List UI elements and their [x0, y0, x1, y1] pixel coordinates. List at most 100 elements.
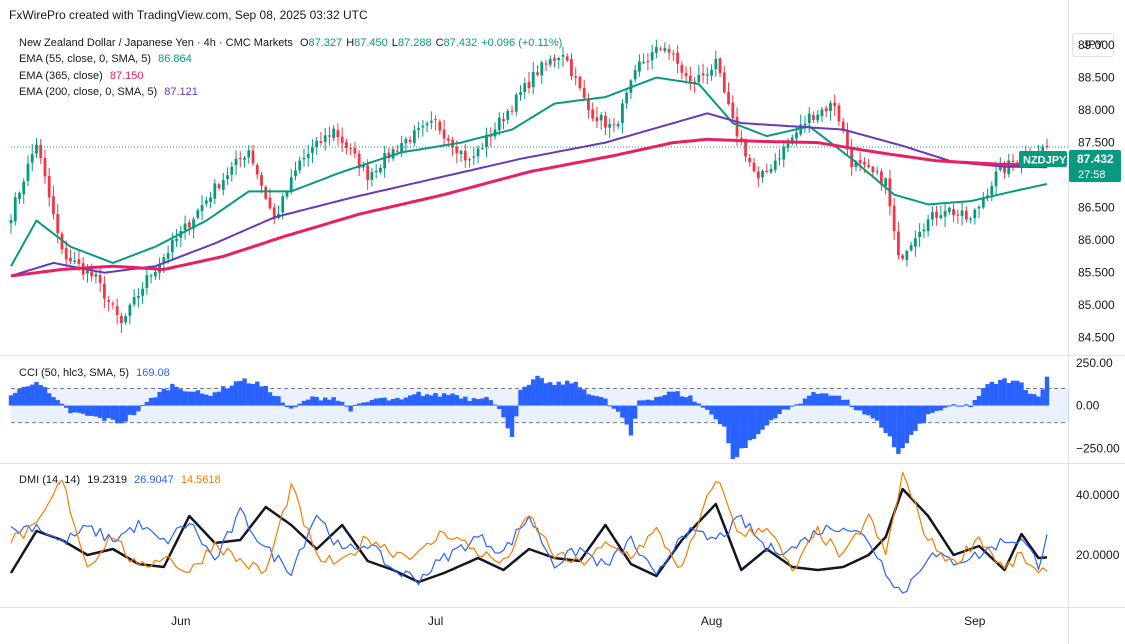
candle-body: [731, 102, 735, 119]
candle-body: [829, 103, 832, 111]
candle-body: [119, 315, 123, 324]
cci-bar: [17, 388, 22, 406]
cci-bar: [348, 405, 353, 412]
ema200-legend[interactable]: EMA (200, close, 0, SMA, 5) 87.121: [19, 86, 202, 98]
cci-bar: [148, 397, 154, 406]
cci-label: CCI (50, hlc3, SMA, 5): [19, 367, 130, 379]
candle-body: [35, 144, 38, 154]
candle-body: [565, 56, 569, 61]
candle-body: [722, 72, 726, 93]
symbol-legend[interactable]: New Zealand Dollar / Japanese Yen · 4h ·…: [19, 37, 570, 49]
dmi-adx-value: 19.2319: [87, 474, 127, 486]
cci-bar: [896, 405, 901, 454]
cci-bar: [407, 395, 413, 406]
candle-body: [880, 171, 883, 185]
candle-body: [209, 197, 212, 202]
cci-bar: [289, 405, 294, 409]
cci-bar: [938, 405, 944, 411]
candle-body: [319, 141, 323, 143]
credit-text: FxWirePro created with TradingView.com, …: [9, 8, 368, 22]
cci-tick-label: 250.00: [1076, 356, 1113, 370]
candle-body: [816, 114, 820, 121]
candle-body: [943, 211, 947, 217]
cci-bar: [654, 397, 659, 406]
low-value: 87.288: [397, 37, 432, 49]
candle-body: [39, 144, 43, 159]
currency-button[interactable]: JPY: [1072, 33, 1114, 57]
candle-body: [812, 115, 815, 120]
candle-body: [705, 74, 709, 76]
cci-bar: [790, 405, 795, 407]
candle-body: [234, 158, 238, 166]
candle-body: [69, 257, 72, 262]
cci-bar: [195, 390, 201, 406]
candle-body: [187, 222, 191, 228]
cci-bar: [688, 395, 693, 406]
ema365-legend[interactable]: EMA (365, close) 87.150: [19, 70, 147, 82]
cci-bar: [594, 396, 600, 406]
cci-bar: [798, 403, 803, 406]
cci-bar: [590, 395, 595, 406]
cci-bar: [1036, 396, 1041, 406]
candle-body: [710, 69, 713, 76]
ema55-legend[interactable]: EMA (55, close, 0, SMA, 5) 86.864: [19, 53, 196, 65]
dmi-legend[interactable]: DMI (14, 14) 19.2319 26.9047 14.5618: [19, 474, 225, 486]
candle-body: [947, 207, 951, 213]
close-value: 87.432: [443, 37, 478, 49]
cci-bar: [930, 405, 935, 413]
cci-bar: [1032, 394, 1037, 406]
cci-bar: [42, 387, 48, 406]
cci-bar: [526, 384, 532, 406]
cci-bar: [739, 405, 744, 449]
candle-body: [243, 157, 246, 160]
candle-body: [553, 58, 556, 61]
cci-bar: [441, 393, 447, 406]
cci-bar: [450, 393, 455, 406]
candle-body: [434, 119, 437, 121]
candle-body: [90, 271, 94, 277]
cci-bar: [144, 401, 150, 406]
cci-bar: [114, 405, 120, 424]
cci-bar: [284, 405, 290, 408]
cci-bar: [972, 400, 978, 406]
candle-body: [998, 166, 1002, 171]
candle-body: [697, 74, 701, 82]
last-price-label: 87.432: [1077, 152, 1114, 166]
cci-bar: [76, 405, 82, 413]
cci-bar: [225, 388, 230, 406]
cci-bar: [853, 405, 859, 411]
candle-body: [459, 150, 463, 154]
cci-bar: [89, 405, 94, 416]
candle-body: [748, 157, 752, 163]
cci-bar: [887, 405, 893, 437]
candle-body: [637, 61, 641, 72]
change-value: +0.096 (+0.11%): [481, 37, 563, 49]
candle-body: [378, 167, 382, 173]
candle-body: [863, 162, 866, 165]
candle-body: [357, 153, 361, 169]
cci-bar: [93, 405, 99, 417]
candle-body: [616, 124, 620, 127]
candle-body: [311, 147, 314, 153]
candle-body: [1041, 146, 1045, 155]
cci-bar: [276, 396, 281, 406]
cci-bar: [131, 405, 137, 416]
cci-bar: [25, 386, 31, 406]
cci-bar: [310, 396, 315, 406]
cci-bar: [297, 403, 302, 406]
candle-body: [1003, 167, 1006, 173]
candle-body: [795, 132, 798, 139]
candle-body: [871, 166, 875, 173]
cci-bar: [531, 379, 536, 406]
cci-legend[interactable]: CCI (50, hlc3, SMA, 5) 169.08: [19, 367, 174, 379]
candle-body: [688, 75, 692, 82]
cci-bar: [862, 405, 867, 415]
cci-bar: [484, 396, 489, 406]
cci-bar: [743, 405, 748, 449]
ticker-badge: [1019, 151, 1067, 167]
cci-bar: [263, 385, 268, 406]
candle-body: [969, 218, 972, 220]
cci-bar: [849, 405, 854, 408]
time-axis-label: Jul: [428, 614, 443, 628]
